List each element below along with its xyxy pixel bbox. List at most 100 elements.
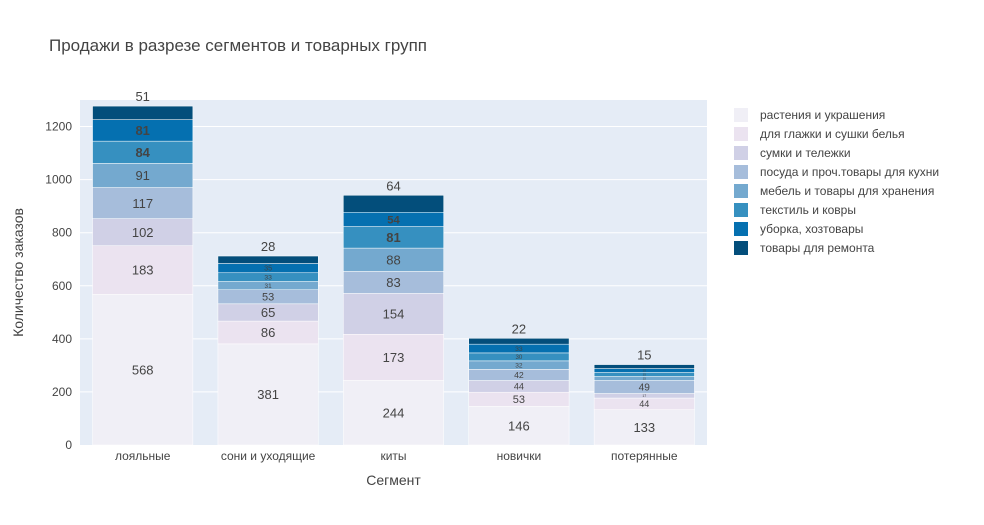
y-tick-label: 200	[52, 385, 72, 399]
legend-label: для глажки и сушки белья	[760, 127, 905, 141]
bar-value-label: 42	[514, 370, 524, 380]
bar-value-label: 244	[383, 405, 405, 420]
bar-value-label: 49	[639, 383, 651, 394]
x-tick-label: сони и уходящие	[221, 449, 316, 463]
bar-segment[interactable]	[92, 294, 194, 446]
bar-value-label: 15	[643, 369, 647, 373]
bar-value-label: 28	[261, 239, 275, 254]
y-tick-label: 800	[52, 226, 72, 240]
bar-segment[interactable]	[343, 195, 444, 213]
bar-value-label: 173	[383, 350, 405, 365]
legend-label: посуда и проч.товары для кухни	[760, 165, 939, 179]
bar-value-label: 146	[508, 418, 530, 433]
legend-swatch	[734, 222, 748, 236]
bar-value-label: 32	[515, 363, 523, 370]
bar-segment[interactable]	[92, 218, 194, 246]
y-axis-title: Количество заказов	[10, 208, 26, 337]
bar-segment[interactable]	[92, 163, 194, 188]
bar-segment[interactable]	[593, 364, 695, 369]
bar-value-label: 54	[387, 214, 400, 226]
bar-value-label: 154	[383, 307, 405, 322]
x-axis-title: Сегмент	[366, 472, 421, 488]
bar-value-label: 86	[261, 325, 275, 340]
bar-value-label: 15	[643, 373, 647, 377]
bar-value-label: 117	[132, 196, 153, 211]
legend-item[interactable]: для глажки и сушки белья	[734, 127, 905, 141]
bar-segment[interactable]	[593, 409, 695, 446]
legend-item[interactable]: посуда и проч.товары для кухни	[734, 165, 939, 179]
y-tick-label: 400	[52, 332, 72, 346]
bar-segment[interactable]	[343, 379, 444, 446]
bar-value-label: 33	[264, 275, 272, 282]
bar-value-label: 22	[512, 321, 526, 336]
bar-value-label: 81	[135, 123, 149, 138]
legend-label: текстиль и ковры	[760, 203, 856, 217]
legend-swatch	[734, 165, 748, 179]
legend-swatch	[734, 203, 748, 217]
bar-value-label: 91	[135, 168, 149, 183]
legend-swatch	[734, 146, 748, 160]
legend-label: мебель и товары для хранения	[760, 184, 934, 198]
bar-segment[interactable]	[468, 406, 570, 446]
bar-value-label: 81	[386, 230, 400, 245]
bar-value-label: 133	[633, 420, 655, 435]
bar-segment[interactable]	[468, 338, 570, 345]
bar-segment[interactable]	[92, 187, 194, 219]
bar-value-label: 15	[643, 377, 647, 381]
bar-value-label: 31	[265, 283, 273, 290]
x-axis-ticks: лояльные сони и уходящие киты новички потеря…	[115, 449, 678, 463]
bar-segment[interactable]	[92, 245, 194, 295]
chart-title: Продажи в разрезе сегментов и товарных г…	[49, 36, 427, 55]
y-tick-label: 0	[65, 438, 72, 452]
bar-segment[interactable]	[217, 255, 319, 264]
y-tick-label: 1000	[45, 173, 72, 187]
bar-value-label: 65	[261, 305, 275, 320]
bar-value-label: 17	[642, 394, 646, 398]
bar-labels: 5681831021179184815138186655331333528244…	[132, 89, 655, 435]
legend-item[interactable]: товары для ремонта	[734, 241, 875, 255]
bar-value-label: 51	[135, 89, 149, 104]
legend-swatch	[734, 127, 748, 141]
bar-value-label: 30	[515, 354, 522, 361]
y-axis-ticks: 0 200 400 600 800 1000 1200	[45, 120, 72, 452]
legend-swatch	[734, 241, 748, 255]
legend-item[interactable]: текстиль и ковры	[734, 203, 856, 217]
legend-item[interactable]: уборка, хозтовары	[734, 222, 863, 236]
bar-segment[interactable]	[217, 343, 319, 446]
x-tick-label: лояльные	[115, 449, 171, 463]
legend-item[interactable]: сумки и тележки	[734, 146, 851, 160]
legend-item[interactable]: растения и украшения	[734, 108, 885, 122]
bars[interactable]	[92, 105, 695, 446]
y-tick-label: 600	[52, 279, 72, 293]
bar-segment[interactable]	[92, 105, 194, 120]
legend-swatch	[734, 184, 748, 198]
legend-label: растения и украшения	[760, 108, 885, 122]
bar-value-label: 64	[386, 178, 400, 193]
bar-value-label: 83	[386, 275, 400, 290]
bar-value-label: 53	[513, 394, 525, 406]
y-tick-label: 1200	[45, 120, 72, 134]
bar-value-label: 15	[637, 348, 651, 363]
bar-value-label: 88	[386, 252, 400, 267]
legend-swatch	[734, 108, 748, 122]
legend[interactable]: растения и украшения для глажки и сушки б…	[734, 108, 939, 255]
x-tick-label: потерянные	[611, 449, 678, 463]
x-tick-label: киты	[380, 449, 406, 463]
x-tick-label: новички	[497, 449, 542, 463]
bar-value-label: 44	[639, 399, 649, 409]
bar-segment[interactable]	[343, 293, 444, 335]
bar-segment[interactable]	[343, 334, 444, 381]
bar-value-label: 102	[132, 225, 154, 240]
legend-label: сумки и тележки	[760, 146, 851, 160]
bar-value-label: 44	[514, 382, 524, 392]
legend-item[interactable]: мебель и товары для хранения	[734, 184, 934, 198]
bar-value-label: 53	[262, 292, 274, 304]
bar-value-label: 568	[132, 362, 154, 377]
bar-value-label: 35	[264, 264, 272, 273]
bar-value-label: 84	[135, 145, 150, 160]
legend-label: товары для ремонта	[760, 241, 875, 255]
bar-value-label: 33	[515, 346, 523, 353]
legend-label: уборка, хозтовары	[760, 222, 863, 236]
bar-value-label: 183	[132, 263, 154, 278]
